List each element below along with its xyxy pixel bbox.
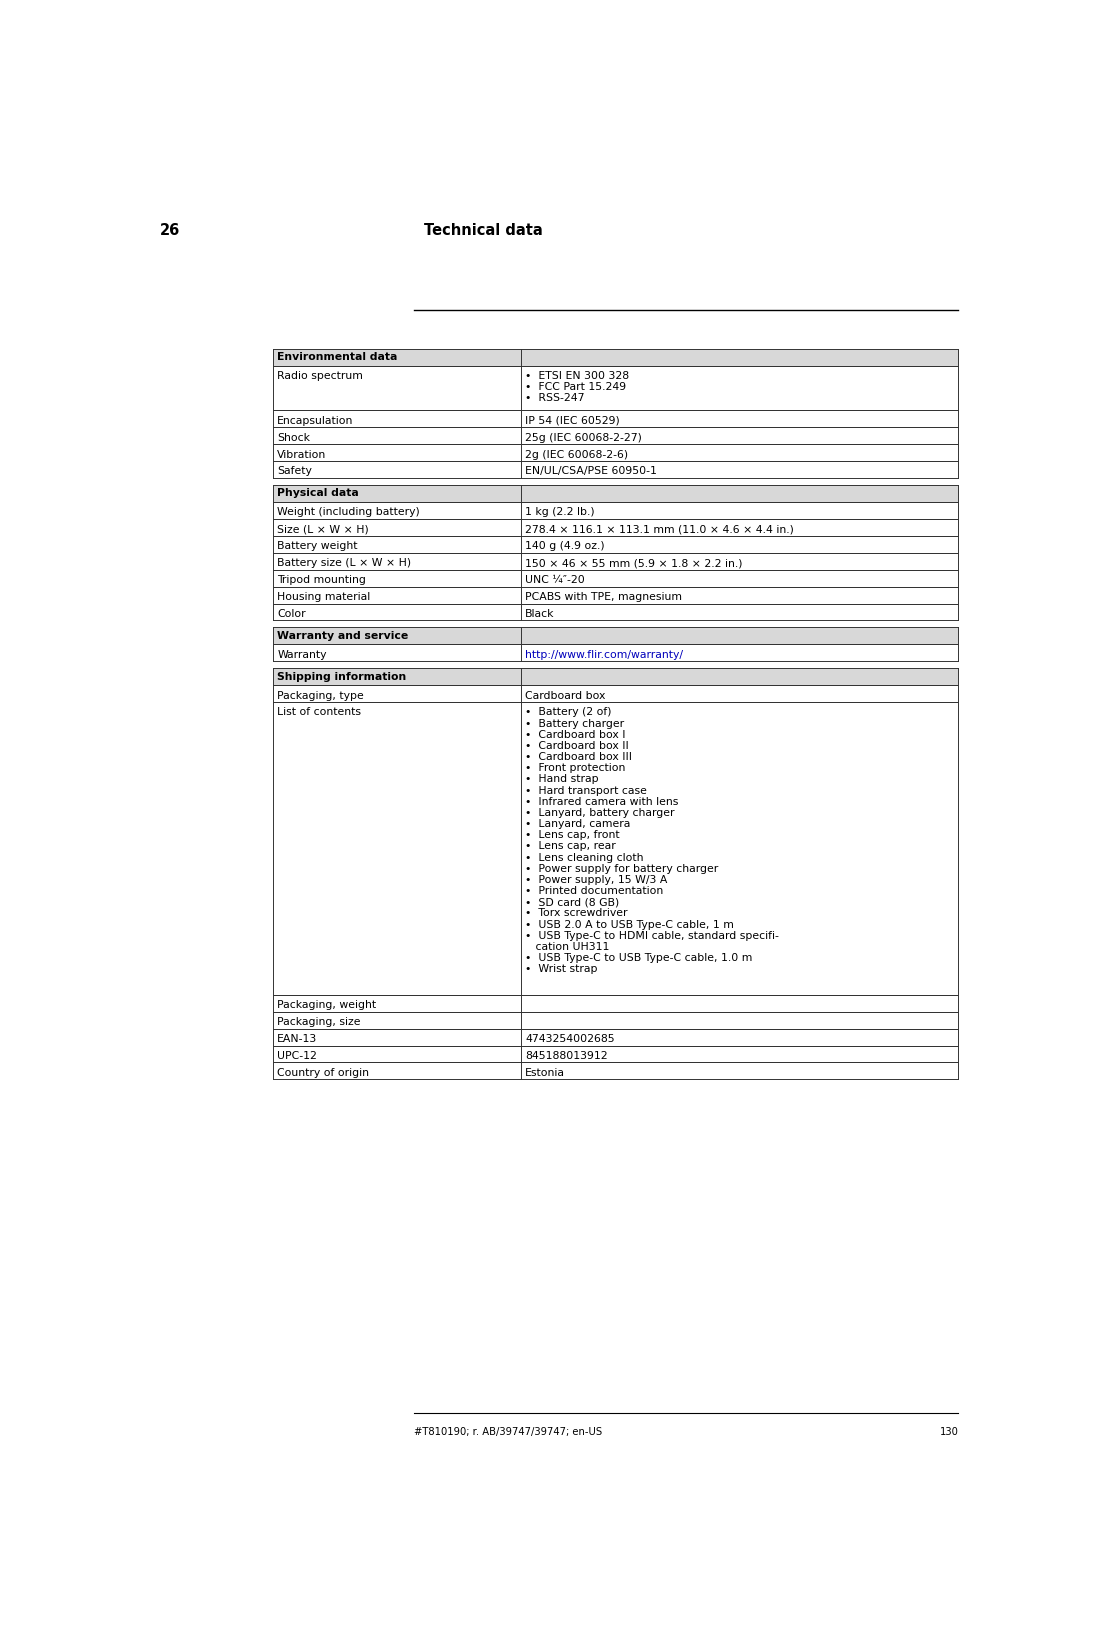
Text: UNC ¼″-20: UNC ¼″-20 — [525, 576, 585, 585]
Text: 2g (IEC 60068-2-6): 2g (IEC 60068-2-6) — [525, 450, 628, 459]
Text: •  Lens cleaning cloth: • Lens cleaning cloth — [525, 852, 643, 863]
Text: Tripod mounting: Tripod mounting — [277, 576, 366, 585]
Text: •  Cardboard box I: • Cardboard box I — [525, 729, 626, 739]
Text: Warranty: Warranty — [277, 649, 327, 661]
Text: •  Hand strap: • Hand strap — [525, 775, 598, 785]
Text: http://www.flir.com/warranty/: http://www.flir.com/warranty/ — [525, 649, 683, 661]
Text: Physical data: Physical data — [277, 489, 359, 499]
Text: 150 × 46 × 55 mm (5.9 × 1.8 × 2.2 in.): 150 × 46 × 55 mm (5.9 × 1.8 × 2.2 in.) — [525, 558, 743, 567]
Text: •  Cardboard box III: • Cardboard box III — [525, 752, 632, 762]
Text: •  USB Type-C to HDMI cable, standard specifi-: • USB Type-C to HDMI cable, standard spe… — [525, 930, 779, 940]
Text: •  RSS-247: • RSS-247 — [525, 394, 585, 404]
Bar — [273, 486, 959, 502]
Text: Size (L × W × H): Size (L × W × H) — [277, 525, 369, 535]
Text: EN/UL/CSA/PSE 60950-1: EN/UL/CSA/PSE 60950-1 — [525, 466, 658, 476]
Text: 4743254002685: 4743254002685 — [525, 1033, 615, 1045]
Text: Technical data: Technical data — [424, 222, 543, 239]
Text: cation UH311: cation UH311 — [525, 942, 609, 952]
Text: •  Wrist strap: • Wrist strap — [525, 965, 597, 974]
Text: •  USB Type-C to USB Type-C cable, 1.0 m: • USB Type-C to USB Type-C cable, 1.0 m — [525, 953, 753, 963]
Text: Cardboard box: Cardboard box — [525, 690, 606, 700]
Text: 130: 130 — [939, 1427, 959, 1437]
Text: •  Battery (2 of): • Battery (2 of) — [525, 708, 612, 718]
Text: •  SD card (8 GB): • SD card (8 GB) — [525, 898, 619, 907]
Text: •  ETSI EN 300 328: • ETSI EN 300 328 — [525, 371, 629, 381]
Text: •  Cardboard box II: • Cardboard box II — [525, 741, 629, 750]
Text: 26: 26 — [160, 222, 181, 239]
Bar — [273, 628, 959, 644]
Text: Encapsulation: Encapsulation — [277, 415, 354, 425]
Text: •  Lanyard, battery charger: • Lanyard, battery charger — [525, 808, 675, 818]
Text: Environmental data: Environmental data — [277, 352, 398, 361]
Text: Safety: Safety — [277, 466, 312, 476]
Text: •  Lanyard, camera: • Lanyard, camera — [525, 819, 630, 829]
Text: Radio spectrum: Radio spectrum — [277, 371, 363, 381]
Text: 845188013912: 845188013912 — [525, 1051, 608, 1061]
Text: •  FCC Part 15.249: • FCC Part 15.249 — [525, 383, 627, 392]
Text: Packaging, size: Packaging, size — [277, 1017, 361, 1027]
Text: •  Lens cap, rear: • Lens cap, rear — [525, 842, 616, 852]
Text: #T810190; r. AB/39747/39747; en-US: #T810190; r. AB/39747/39747; en-US — [414, 1427, 603, 1437]
Text: PCABS with TPE, magnesium: PCABS with TPE, magnesium — [525, 592, 683, 602]
Text: List of contents: List of contents — [277, 708, 362, 718]
Text: •  Power supply for battery charger: • Power supply for battery charger — [525, 863, 719, 873]
Text: Warranty and service: Warranty and service — [277, 631, 409, 641]
Text: Battery size (L × W × H): Battery size (L × W × H) — [277, 558, 411, 567]
Text: •  Infrared camera with lens: • Infrared camera with lens — [525, 796, 678, 806]
Text: Black: Black — [525, 608, 555, 620]
Text: EAN-13: EAN-13 — [277, 1033, 318, 1045]
Bar — [273, 669, 959, 685]
Text: •  Front protection: • Front protection — [525, 764, 626, 773]
Text: •  Hard transport case: • Hard transport case — [525, 786, 647, 796]
Text: 1 kg (2.2 lb.): 1 kg (2.2 lb.) — [525, 507, 595, 517]
Text: 278.4 × 116.1 × 113.1 mm (11.0 × 4.6 × 4.4 in.): 278.4 × 116.1 × 113.1 mm (11.0 × 4.6 × 4… — [525, 525, 795, 535]
Text: IP 54 (IEC 60529): IP 54 (IEC 60529) — [525, 415, 620, 425]
Text: Estonia: Estonia — [525, 1068, 566, 1077]
Text: •  Battery charger: • Battery charger — [525, 719, 625, 729]
Text: Battery weight: Battery weight — [277, 541, 357, 551]
Text: Vibration: Vibration — [277, 450, 327, 459]
Text: Weight (including battery): Weight (including battery) — [277, 507, 420, 517]
Text: •  Lens cap, front: • Lens cap, front — [525, 831, 620, 840]
Text: 25g (IEC 60068-2-27): 25g (IEC 60068-2-27) — [525, 433, 642, 443]
Text: Shipping information: Shipping information — [277, 672, 407, 682]
Text: •  Printed documentation: • Printed documentation — [525, 886, 663, 896]
Text: •  Power supply, 15 W/3 A: • Power supply, 15 W/3 A — [525, 875, 667, 885]
Text: Packaging, weight: Packaging, weight — [277, 1001, 376, 1010]
Text: Packaging, type: Packaging, type — [277, 690, 364, 700]
Text: 140 g (4.9 oz.): 140 g (4.9 oz.) — [525, 541, 605, 551]
Text: Color: Color — [277, 608, 306, 620]
Text: Country of origin: Country of origin — [277, 1068, 369, 1077]
Text: Housing material: Housing material — [277, 592, 370, 602]
Text: •  USB 2.0 A to USB Type-C cable, 1 m: • USB 2.0 A to USB Type-C cable, 1 m — [525, 919, 734, 930]
Bar — [273, 348, 959, 366]
Text: UPC-12: UPC-12 — [277, 1051, 317, 1061]
Text: •  Torx screwdriver: • Torx screwdriver — [525, 909, 628, 919]
Text: Shock: Shock — [277, 433, 310, 443]
